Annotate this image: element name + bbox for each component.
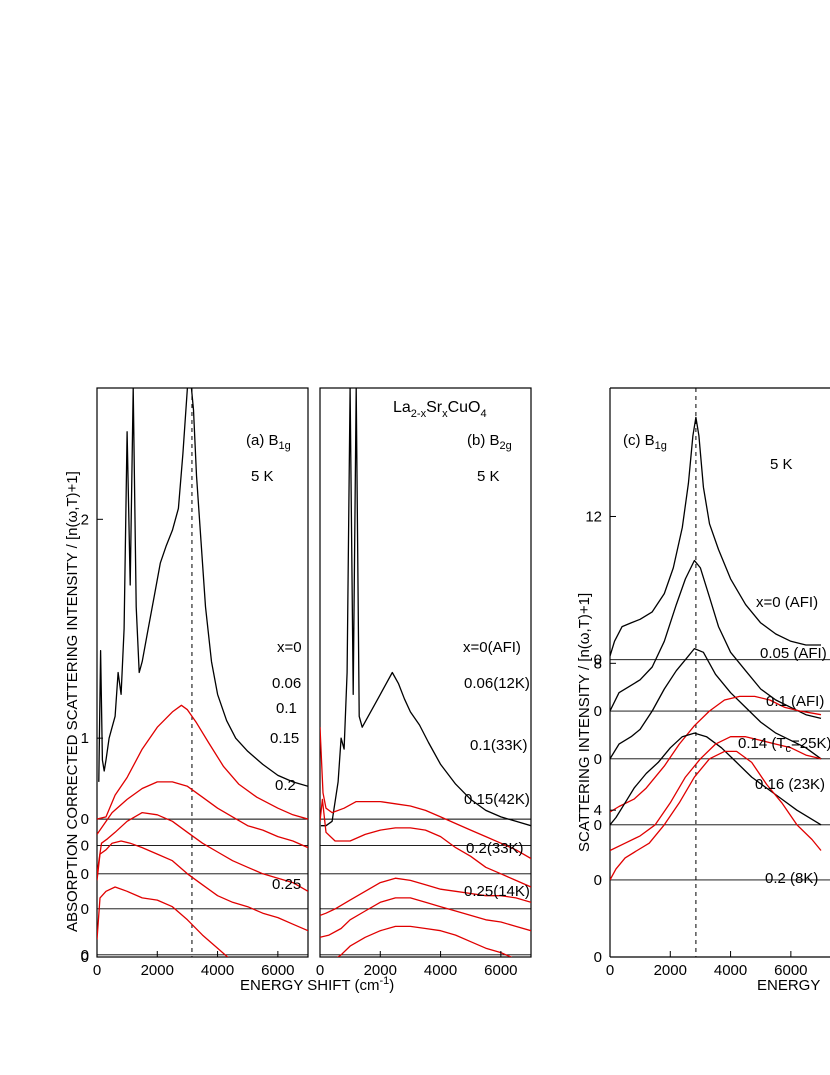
x-tick-label-1: 2000 bbox=[364, 962, 397, 979]
series-line-5 bbox=[610, 736, 822, 852]
series-line-4 bbox=[320, 897, 531, 938]
series-line-1 bbox=[320, 727, 531, 860]
baseline-zero-label-2: 0 bbox=[594, 751, 602, 768]
panel-b-baselines bbox=[320, 818, 531, 956]
baseline-zero-label-0: 0 bbox=[594, 652, 602, 669]
panel-a-baselines: 0 0 0 0 0 bbox=[81, 388, 308, 964]
y-tick-label-2: 8 bbox=[594, 655, 602, 672]
series-line-5 bbox=[336, 925, 513, 957]
panel-a-frame bbox=[96, 387, 309, 958]
panel-a-label-006: 0.06 bbox=[272, 675, 301, 692]
x-tick-label-2: 4000 bbox=[201, 962, 234, 979]
x-tick-label-0: 0 bbox=[316, 962, 324, 979]
series-line-5 bbox=[97, 886, 229, 957]
compound-formula: La2-xSrxCuO4 bbox=[393, 399, 487, 420]
panel-a-ylabel: ABSORPTION CORRECTED SCATTERING INTENSIT… bbox=[64, 471, 81, 932]
x-tick-label-2: 4000 bbox=[714, 962, 747, 979]
series-line-3 bbox=[97, 811, 308, 892]
x-tick-label-3: 6000 bbox=[261, 962, 294, 979]
panel-b-label-01: 0.1(33K) bbox=[470, 737, 528, 754]
series-line-4 bbox=[610, 732, 822, 826]
panel-c-series bbox=[610, 416, 822, 881]
panel-c-baselines: 0 0 0 0 0 bbox=[594, 388, 830, 957]
x-tick-label-3: 6000 bbox=[774, 962, 807, 979]
y-tick-label-1: 1 bbox=[81, 730, 89, 747]
x-tick-label-1: 2000 bbox=[654, 962, 687, 979]
series-line-2 bbox=[610, 647, 822, 760]
x-tick-label-1: 2000 bbox=[141, 962, 174, 979]
panel-a-label-x0: x=0 bbox=[277, 639, 302, 656]
y-tick-label-3: 12 bbox=[585, 508, 602, 525]
baseline-zero-label-3: 0 bbox=[81, 901, 89, 918]
series-line-1 bbox=[97, 704, 308, 820]
series-line-3 bbox=[610, 695, 822, 813]
x-axis-label-right: ENERGY bbox=[757, 977, 820, 994]
series-line-1 bbox=[610, 559, 822, 720]
x-tick-label-2: 4000 bbox=[424, 962, 457, 979]
y-tick-label-0: 0 bbox=[81, 949, 89, 966]
panel-b-label-02: 0.2(33K) bbox=[466, 840, 524, 857]
panel-a-label-015: 0.15 bbox=[270, 730, 299, 747]
panel-b: 0 2000 4000 6000 La2-xSrxCuO4 (b) B2g 5 K x… bbox=[316, 387, 532, 979]
baseline-zero-label-2: 0 bbox=[81, 866, 89, 883]
panel-c-label-02: 0.2 (8K) bbox=[765, 870, 818, 887]
panel-b-label-006: 0.06(12K) bbox=[464, 675, 530, 692]
x-tick-label-0: 0 bbox=[93, 962, 101, 979]
x-tick-label-0: 0 bbox=[606, 962, 614, 979]
series-line-6 bbox=[610, 750, 822, 881]
panel-a-label-025: 0.25 bbox=[272, 876, 301, 893]
series-line-2 bbox=[97, 781, 308, 849]
panel-b-label-x0: x=0(AFI) bbox=[463, 639, 521, 656]
panel-b-label-025: 0.25(14K) bbox=[464, 883, 530, 900]
y-tick-label-1: 4 bbox=[594, 802, 602, 819]
panel-a-ticks: 0 2000 4000 6000 0 1 2 bbox=[81, 511, 295, 979]
series-line-0 bbox=[98, 388, 308, 787]
x-tick-label-3: 6000 bbox=[484, 962, 517, 979]
panel-b-label-015: 0.15(42K) bbox=[464, 791, 530, 808]
panel-c-label-x0: x=0 (AFI) bbox=[756, 594, 818, 611]
panel-a-label-01: 0.1 bbox=[276, 700, 297, 717]
panel-c-label-01: 0.1 (AFI) bbox=[766, 693, 824, 710]
baseline-zero-label-1: 0 bbox=[81, 837, 89, 854]
panel-c-ylabel: SCATTERING INTENSITY / [n(ω,T)+1] bbox=[576, 593, 593, 852]
series-line-0 bbox=[610, 416, 821, 657]
panel-c-label-016: 0.16 (23K) bbox=[755, 776, 825, 793]
panel-a-series bbox=[97, 388, 308, 957]
panel-b-title: (b) B2g bbox=[467, 432, 512, 452]
baseline-zero-label-4: 0 bbox=[594, 872, 602, 889]
series-line-4 bbox=[97, 840, 308, 932]
panel-c-temperature: 5 K bbox=[770, 456, 793, 473]
panel-a-temperature: 5 K bbox=[251, 468, 274, 485]
series-line-0 bbox=[320, 388, 531, 827]
panel-b-ticks: 0 2000 4000 6000 bbox=[316, 951, 518, 979]
panel-a-label-02: 0.2 bbox=[275, 777, 296, 794]
baseline-zero-label-3: 0 bbox=[594, 817, 602, 834]
panel-a-title: (a) B1g bbox=[246, 432, 291, 452]
panel-b-temperature: 5 K bbox=[477, 468, 500, 485]
panel-b-frame bbox=[319, 387, 532, 958]
panel-c-title: (c) B1g bbox=[623, 432, 667, 452]
panel-c-label-014: 0.14 (Tc=25K) bbox=[738, 735, 830, 755]
panel-c-label-005: 0.05 (AFI) bbox=[760, 645, 827, 662]
y-tick-label-0: 0 bbox=[594, 949, 602, 966]
baseline-zero-label-0: 0 bbox=[81, 811, 89, 828]
y-tick-label-2: 2 bbox=[81, 511, 89, 528]
baseline-zero-label-4: 0 bbox=[81, 947, 89, 964]
series-line-3 bbox=[320, 877, 531, 917]
x-axis-label: ENERGY SHIFT (cm-1) bbox=[240, 975, 394, 994]
panel-b-series bbox=[320, 388, 531, 957]
baseline-zero-label-1: 0 bbox=[594, 703, 602, 720]
series-line-2 bbox=[320, 798, 531, 888]
